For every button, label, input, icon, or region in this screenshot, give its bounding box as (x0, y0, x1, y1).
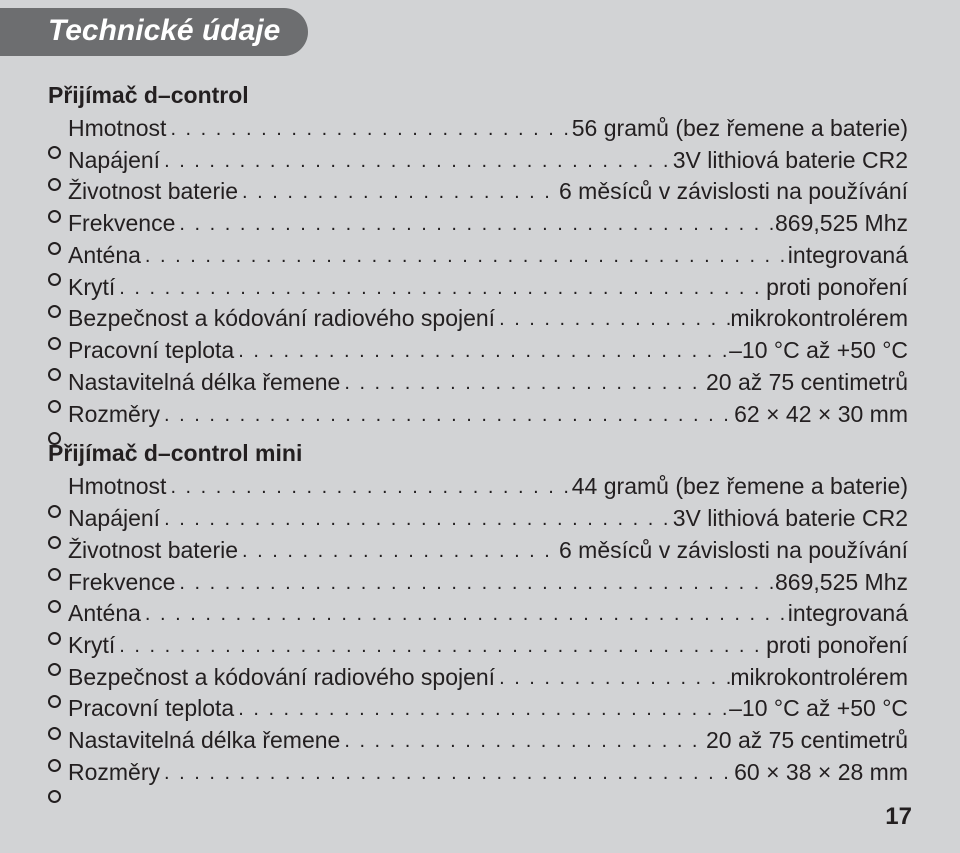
spec-row: Napájení 3V lithiová baterie CR2 (48, 145, 908, 177)
leader-dots (166, 474, 571, 502)
spec-label: Napájení (68, 145, 160, 177)
spec-value: 44 gramů (bez řemene a baterie) (572, 471, 908, 503)
spec-value: 62 × 42 × 30 mm (734, 399, 908, 431)
leader-dots (166, 116, 571, 144)
spec-row: Rozměry 62 × 42 × 30 mm (48, 399, 908, 431)
page-title: Technické údaje (48, 14, 280, 47)
leader-dots (115, 275, 766, 303)
spec-row: Napájení 3V lithiová baterie CR2 (48, 503, 908, 535)
leader-dots (238, 179, 559, 207)
spec-label: Krytí (68, 630, 115, 662)
spec-value: mikrokontrolérem (730, 303, 908, 335)
spec-label: Frekvence (68, 567, 175, 599)
leader-dots (115, 633, 766, 661)
spec-label: Napájení (68, 503, 160, 535)
spec-label: Nastavitelná délka řemene (68, 367, 340, 399)
spec-list-0: Hmotnost56 gramů (bez řemene a baterie) … (48, 113, 908, 430)
leader-dots (160, 506, 673, 534)
spec-label: Anténa (68, 240, 141, 272)
spec-list-1: Hmotnost44 gramů (bez řemene a baterie) … (48, 471, 908, 788)
leader-dots (234, 696, 729, 724)
spec-row: Hmotnost 56 gramů (bez řemene a baterie) (48, 113, 908, 145)
section-heading-0: Přijímač d–control (48, 82, 912, 109)
spec-row: Bezpečnost a kódování radiového spojení m… (48, 662, 908, 694)
leader-dots (141, 243, 788, 271)
spec-label: Životnost baterie (68, 176, 238, 208)
spec-value: proti ponoření (766, 630, 908, 662)
spec-label: Nastavitelná délka řemene (68, 725, 340, 757)
spec-row: Životnost baterie 6 měsíců v závislosti n… (48, 176, 908, 208)
spec-row: Anténa integrovaná (48, 240, 908, 272)
spec-label: Hmotnost (68, 471, 166, 503)
section-heading-1: Přijímač d–control mini (48, 440, 912, 467)
spec-value: integrovaná (788, 598, 908, 630)
spec-label: Anténa (68, 598, 141, 630)
spec-label: Krytí (68, 272, 115, 304)
spec-value: mikrokontrolérem (730, 662, 908, 694)
spec-row: Nastavitelná délka řemene 20 až 75 centim… (48, 367, 908, 399)
spec-value: 56 gramů (bez řemene a baterie) (572, 113, 908, 145)
spec-row: Pracovní teplota –10 °C až +50 °C (48, 335, 908, 367)
spec-value: 869,525 Mhz (775, 208, 908, 240)
spec-row: Životnost baterie 6 měsíců v závislosti n… (48, 535, 908, 567)
leader-dots (160, 402, 734, 430)
spec-row: Pracovní teplota –10 °C až +50 °C (48, 693, 908, 725)
leader-dots (340, 370, 706, 398)
spec-row: Bezpečnost a kódování radiového spojení m… (48, 303, 908, 335)
content-area: Přijímač d–control Hmotnost 56 gramů (bez… (48, 72, 912, 789)
spec-row: Nastavitelná délka řemene 20 až 75 centim… (48, 725, 908, 757)
spec-row: Rozměry 60 × 38 × 28 mm (48, 757, 908, 789)
spec-value: 6 měsíců v závislosti na používání (559, 535, 908, 567)
spec-label: Bezpečnost a kódování radiového spojení (68, 303, 495, 335)
leader-dots (141, 601, 788, 629)
leader-dots (495, 306, 730, 334)
leader-dots (340, 728, 706, 756)
leader-dots (238, 538, 559, 566)
spec-label: Frekvence (68, 208, 175, 240)
spec-value: 3V lithiová baterie CR2 (673, 145, 908, 177)
spec-value: –10 °C až +50 °C (729, 693, 908, 725)
spec-row: Krytí proti ponoření (48, 272, 908, 304)
spec-row: Frekvence 869,525 Mhz (48, 208, 908, 240)
page-title-bar: Technické údaje (0, 8, 308, 56)
spec-row: Hmotnost 44 gramů (bez řemene a baterie) (48, 471, 908, 503)
spec-label: Rozměry (68, 399, 160, 431)
leader-dots (175, 211, 775, 239)
spec-label: Životnost baterie (68, 535, 238, 567)
spec-value: –10 °C až +50 °C (729, 335, 908, 367)
spec-value: 20 až 75 centimetrů (706, 367, 908, 399)
spec-label: Pracovní teplota (68, 693, 234, 725)
page-number: 17 (885, 803, 912, 831)
leader-dots (495, 665, 730, 693)
spec-label: Pracovní teplota (68, 335, 234, 367)
spec-label: Hmotnost (68, 113, 166, 145)
spec-label: Rozměry (68, 757, 160, 789)
spec-value: 3V lithiová baterie CR2 (673, 503, 908, 535)
spec-value: integrovaná (788, 240, 908, 272)
leader-dots (160, 760, 734, 788)
leader-dots (160, 148, 673, 176)
spec-value: 20 až 75 centimetrů (706, 725, 908, 757)
spec-value: 869,525 Mhz (775, 567, 908, 599)
spec-value: proti ponoření (766, 272, 908, 304)
leader-dots (234, 338, 729, 366)
spec-row: Frekvence 869,525 Mhz (48, 567, 908, 599)
spec-value: 6 měsíců v závislosti na používání (559, 176, 908, 208)
spec-value: 60 × 38 × 28 mm (734, 757, 908, 789)
leader-dots (175, 570, 775, 598)
spec-row: Krytí proti ponoření (48, 630, 908, 662)
spec-row: Anténa integrovaná (48, 598, 908, 630)
spec-label: Bezpečnost a kódování radiového spojení (68, 662, 495, 694)
